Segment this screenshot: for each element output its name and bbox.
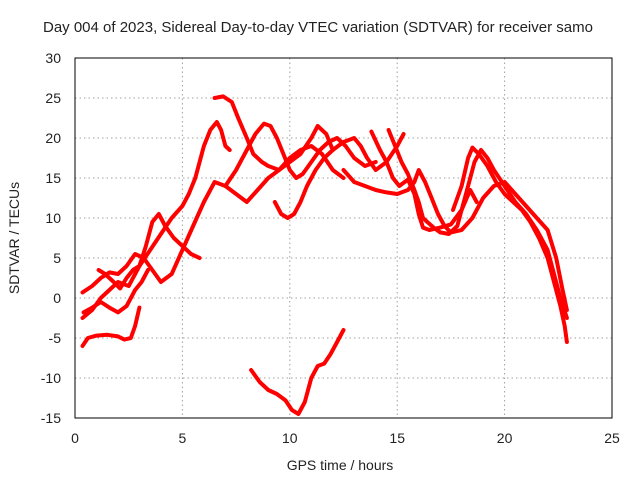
series-line-sat-i xyxy=(369,129,479,232)
series-line-sat-m xyxy=(249,328,346,416)
y-tick-label: 10 xyxy=(45,210,61,226)
series-line-sat-f xyxy=(341,168,569,312)
plot-series xyxy=(80,94,569,416)
y-axis-label: SDTVAR / TECUs xyxy=(6,182,22,294)
gridlines xyxy=(75,58,612,418)
y-tick-label: -10 xyxy=(41,370,61,386)
series-line-sat-k xyxy=(81,268,150,315)
y-tick-label: -5 xyxy=(49,330,62,346)
series-line-sat-b xyxy=(80,120,232,320)
x-axis-label: GPS time / hours xyxy=(287,457,394,473)
series-line-sat-h xyxy=(451,145,569,344)
series-line-sat-d xyxy=(223,121,378,188)
x-tick-labels: 0 5 10 15 20 25 xyxy=(71,430,620,446)
y-tick-label: 30 xyxy=(45,50,61,66)
x-tick-label: 20 xyxy=(497,430,513,446)
x-tick-label: 0 xyxy=(71,430,79,446)
y-tick-label: 15 xyxy=(45,170,61,186)
series-line-sat-a xyxy=(80,144,346,295)
x-tick-label: 5 xyxy=(179,430,187,446)
y-tick-label: -15 xyxy=(41,410,61,426)
x-tick-label: 15 xyxy=(389,430,405,446)
y-tick-label: 20 xyxy=(45,130,61,146)
x-tick-label: 10 xyxy=(282,430,298,446)
series-line-sat-c xyxy=(212,94,335,172)
y-tick-label: 5 xyxy=(53,250,61,266)
chart-title: Day 004 of 2023, Sidereal Day-to-day VTE… xyxy=(43,19,593,36)
y-tick-labels: -15 -10 -5 0 5 10 15 20 25 30 xyxy=(41,50,61,426)
x-tick-label: 25 xyxy=(604,430,620,446)
y-tick-label: 0 xyxy=(53,290,61,306)
series-line-sat-e xyxy=(272,132,406,220)
plot-frame xyxy=(74,57,613,419)
y-tick-label: 25 xyxy=(45,90,61,106)
series-line-sat-j xyxy=(80,305,142,348)
series-line-sat-l xyxy=(96,212,202,291)
